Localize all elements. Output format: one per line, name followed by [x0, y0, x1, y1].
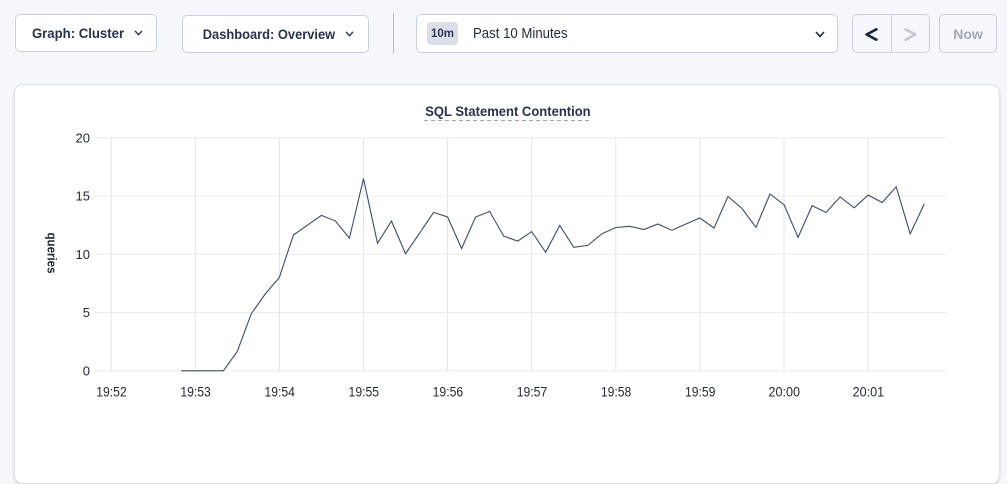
svg-text:10: 10: [76, 247, 90, 262]
svg-text:19:56: 19:56: [433, 383, 464, 399]
svg-text:19:59: 19:59: [685, 383, 716, 399]
svg-text:20:01: 20:01: [853, 383, 885, 399]
svg-text:19:53: 19:53: [180, 383, 211, 399]
svg-text:15: 15: [76, 189, 90, 204]
svg-text:5: 5: [83, 305, 90, 320]
svg-text:19:52: 19:52: [96, 383, 127, 399]
svg-text:19:58: 19:58: [601, 383, 632, 399]
svg-text:19:57: 19:57: [517, 383, 548, 399]
svg-text:0: 0: [83, 363, 90, 378]
svg-text:19:55: 19:55: [349, 383, 380, 399]
svg-text:20:00: 20:00: [769, 383, 801, 399]
svg-text:queries: queries: [45, 233, 60, 274]
svg-text:20: 20: [76, 130, 90, 145]
svg-text:19:54: 19:54: [264, 383, 295, 399]
